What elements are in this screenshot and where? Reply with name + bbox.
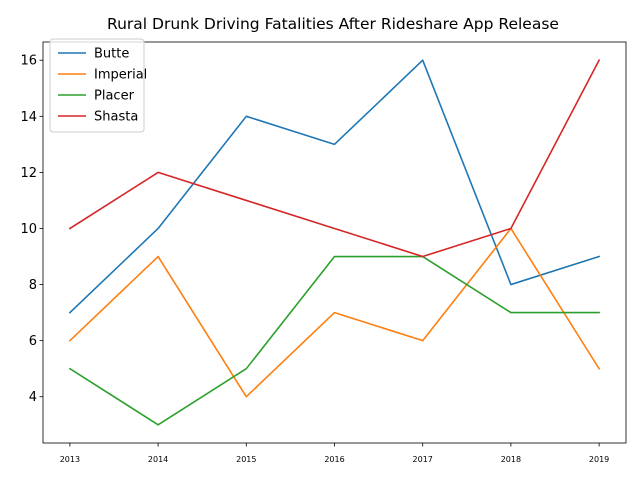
chart-title: Rural Drunk Driving Fatalities After Rid… — [107, 15, 559, 33]
x-tick-label: 2017 — [413, 455, 433, 464]
x-tick-label: 2018 — [501, 455, 521, 464]
y-tick-label: 16 — [20, 54, 37, 69]
y-tick-label: 10 — [20, 222, 37, 237]
legend-label: Shasta — [94, 110, 138, 125]
series-line-shasta — [68, 59, 601, 258]
y-tick-label: 4 — [29, 390, 37, 405]
y-tick-label: 6 — [29, 334, 37, 349]
y-tick-label: 8 — [29, 278, 37, 293]
plot-area: 4 6 8 10 12 14 16 2013 2014 2015 2016 2017 2018 2019 — [20, 41, 627, 464]
legend-box — [49, 38, 145, 133]
x-tick-label: 2015 — [236, 455, 256, 464]
legend: Butte Imperial Placer Shasta — [49, 38, 147, 133]
y-tick-label: 14 — [20, 110, 37, 125]
y-tick-label: 12 — [20, 166, 37, 181]
legend-label: Placer — [94, 89, 135, 104]
legend-label: Butte — [94, 47, 129, 62]
legend-label: Imperial — [94, 68, 147, 83]
x-tick-label: 2016 — [324, 455, 344, 464]
series-line-butte — [68, 59, 601, 314]
series-line-placer — [68, 255, 600, 426]
x-tick-label: 2019 — [589, 455, 609, 464]
x-tick-label: 2013 — [60, 455, 80, 464]
x-tick-label: 2014 — [148, 455, 168, 464]
